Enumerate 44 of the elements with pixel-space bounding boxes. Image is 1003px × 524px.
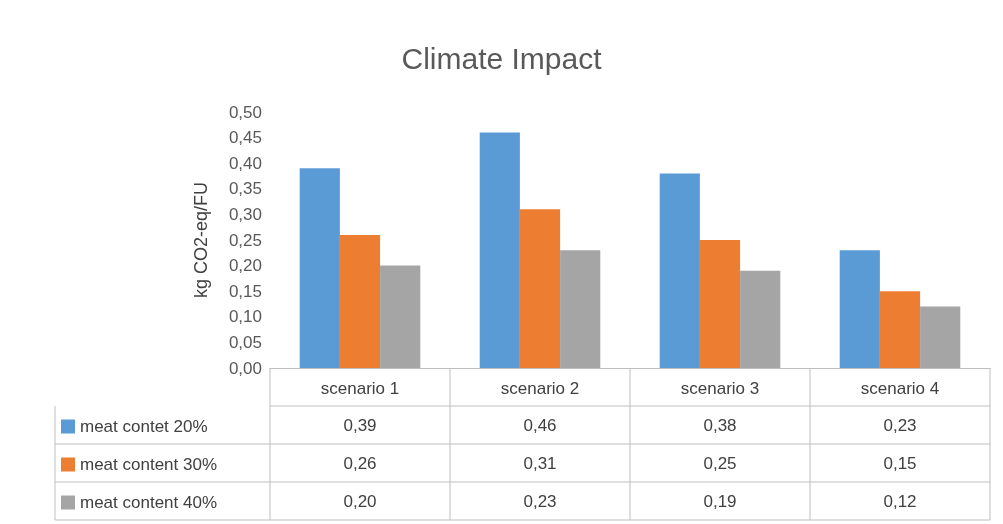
chart-title: Climate Impact bbox=[401, 41, 603, 75]
x-tick-label: scenario 3 bbox=[680, 379, 760, 398]
legend-label: meat content 40% bbox=[80, 493, 218, 512]
bar bbox=[299, 168, 340, 368]
data-label: 0,38 bbox=[703, 415, 737, 435]
legend-label: meat contet 20% bbox=[80, 417, 208, 436]
data-label: 0,46 bbox=[523, 415, 557, 435]
bar bbox=[380, 265, 421, 368]
data-label: 0,26 bbox=[343, 453, 377, 473]
bar bbox=[740, 270, 781, 368]
y-tick-label: 0,50 bbox=[228, 102, 262, 122]
bar bbox=[879, 291, 921, 368]
x-tick-label: scenario 1 bbox=[320, 379, 400, 398]
x-tick-label: scenario 2 bbox=[500, 379, 580, 398]
y-axis-title: kg CO2-eq/FU bbox=[191, 181, 211, 299]
y-tick-label: 0,10 bbox=[228, 307, 262, 327]
y-tick-label: 0,05 bbox=[228, 332, 262, 352]
y-tick-label: 0,25 bbox=[228, 230, 262, 250]
y-tick-label: 0,40 bbox=[228, 153, 262, 173]
data-label: 0,12 bbox=[883, 491, 917, 511]
bar bbox=[699, 240, 741, 368]
bar bbox=[839, 250, 880, 368]
y-tick-label: 0,45 bbox=[228, 128, 262, 148]
y-tick-label: 0,35 bbox=[228, 179, 262, 199]
bar bbox=[920, 306, 961, 368]
data-label: 0,39 bbox=[343, 415, 377, 435]
bar bbox=[339, 234, 381, 368]
data-label: 0,23 bbox=[523, 491, 557, 511]
data-label: 0,25 bbox=[703, 453, 737, 473]
y-tick-label: 0,00 bbox=[228, 358, 262, 378]
legend-label: meat content 30% bbox=[80, 455, 218, 474]
y-tick-label: 0,15 bbox=[228, 281, 262, 301]
y-tick-label: 0,30 bbox=[228, 204, 262, 224]
data-label: 0,23 bbox=[883, 415, 917, 435]
bar bbox=[560, 250, 601, 368]
x-tick-label: scenario 4 bbox=[860, 379, 940, 398]
data-label: 0,19 bbox=[703, 491, 737, 511]
y-tick-label: 0,20 bbox=[228, 256, 262, 276]
bar bbox=[659, 173, 700, 368]
data-label: 0,15 bbox=[883, 453, 917, 473]
data-label: 0,20 bbox=[343, 491, 377, 511]
bar bbox=[519, 209, 561, 368]
bar bbox=[479, 132, 520, 368]
data-label: 0,31 bbox=[523, 453, 557, 473]
